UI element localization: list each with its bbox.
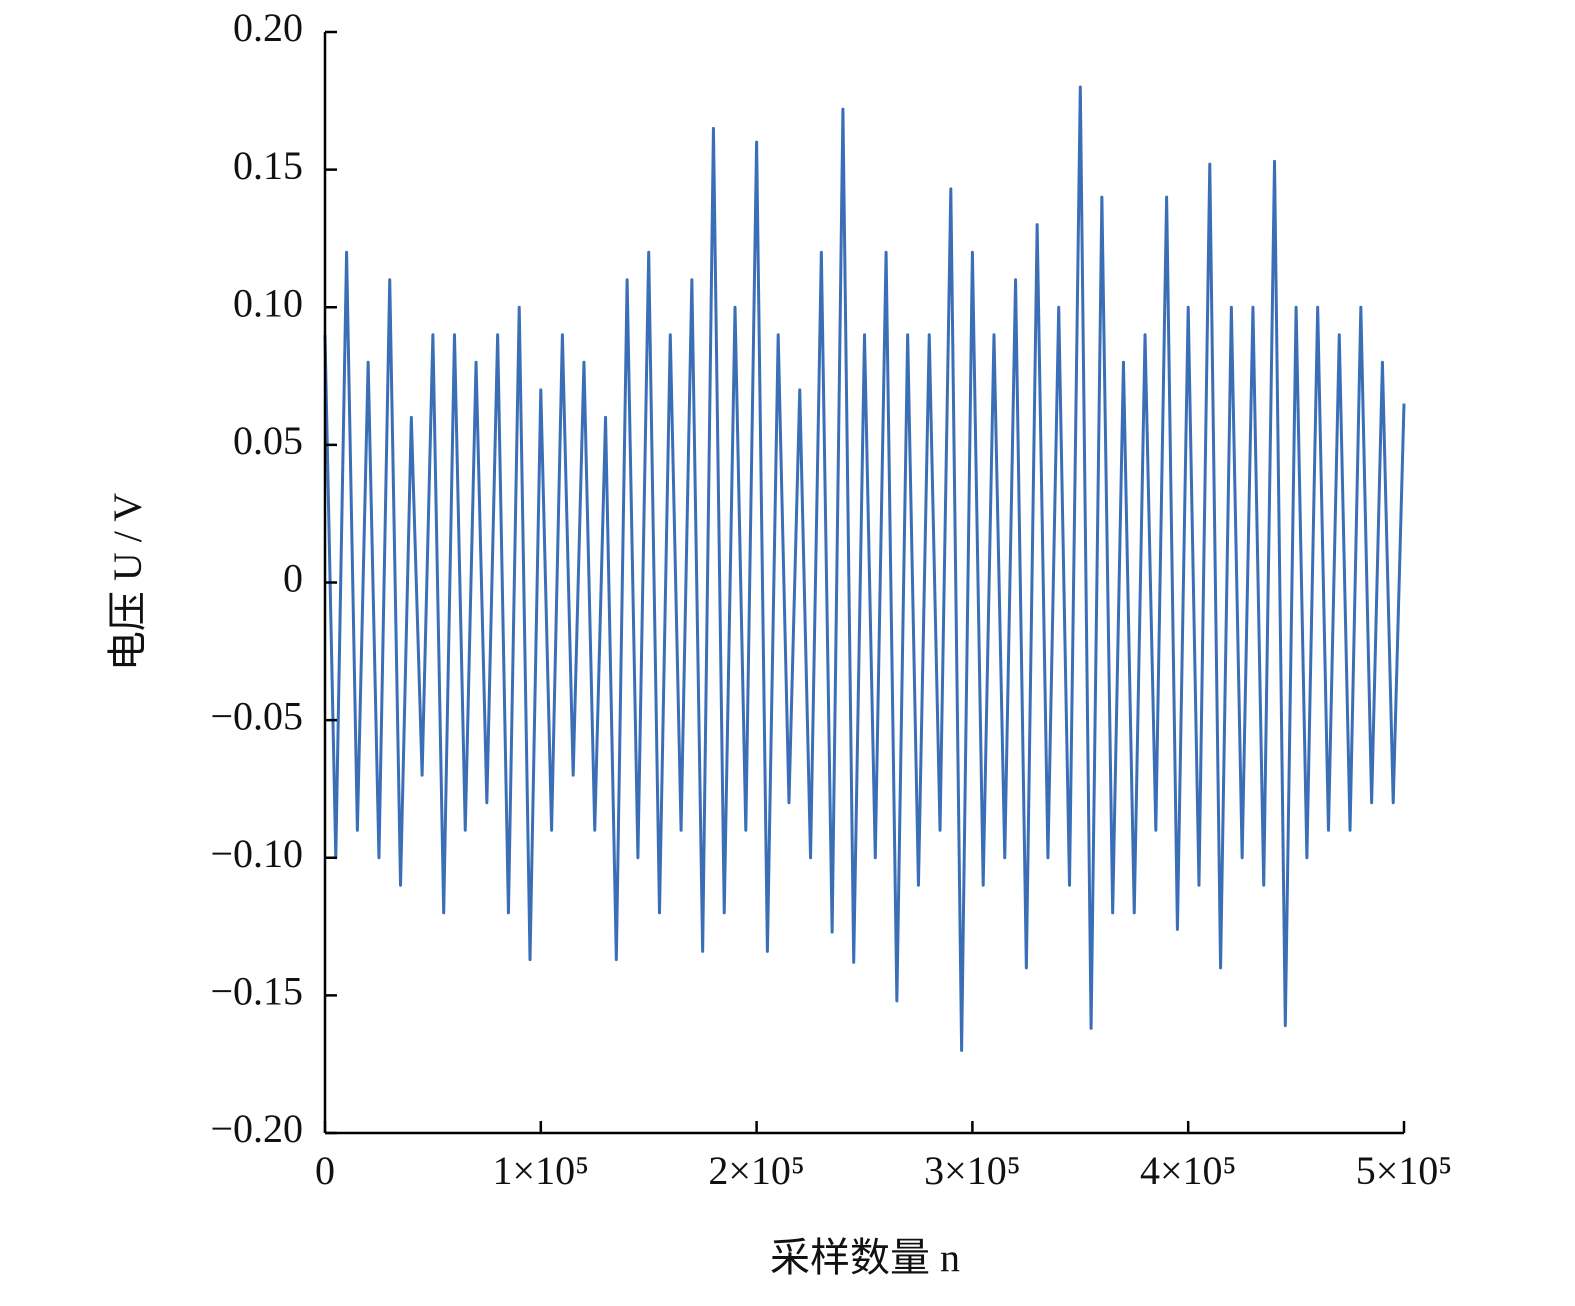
y-tick-label: 0.20 [233,5,303,50]
y-tick-label: 0.15 [233,143,303,188]
x-tick-label: 5×10⁵ [1356,1148,1453,1193]
y-tick-label: −0.15 [210,969,303,1014]
x-axis-label: 采样数量 n [770,1235,960,1280]
x-tick-label: 3×10⁵ [924,1148,1021,1193]
y-tick-label: −0.20 [210,1106,303,1151]
y-tick-label: 0 [283,556,303,601]
y-tick-label: 0.05 [233,418,303,463]
x-tick-label: 4×10⁵ [1140,1148,1237,1193]
y-axis-label: 电压 U / V [105,493,150,671]
x-tick-label: 1×10⁵ [493,1148,590,1193]
x-tick-label: 0 [315,1148,335,1193]
y-tick-label: −0.05 [210,693,303,738]
signal-line [323,85,1406,1052]
y-tick-label: −0.10 [210,831,303,876]
x-tick-label: 2×10⁵ [708,1148,805,1193]
y-tick-label: 0.10 [233,280,303,325]
